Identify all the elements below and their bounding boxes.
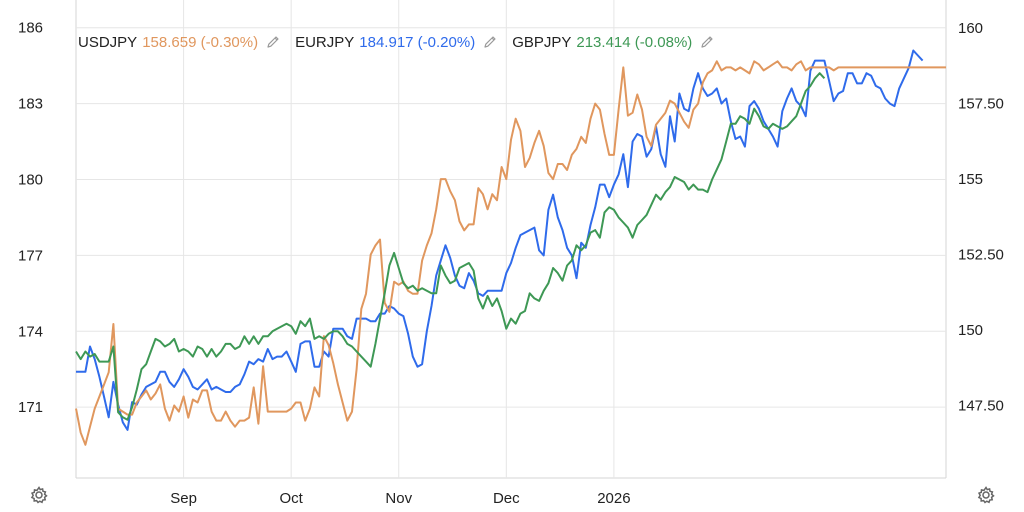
x-tick-label: Dec: [493, 490, 520, 507]
legend-series-value: 184.917 (-0.20%): [359, 33, 476, 51]
x-tick-label: Nov: [385, 490, 412, 507]
right-tick-label: 160: [958, 20, 983, 37]
right-tick-label: 155: [958, 171, 983, 188]
left-tick-label: 186: [18, 20, 43, 37]
left-tick-label: 177: [18, 247, 43, 264]
right-tick-label: 157.50: [958, 96, 1004, 113]
series-line-gbpjpy: [75, 72, 826, 421]
series-line-usdjpy: [75, 60, 946, 446]
legend-item-gbpjpy: GBPJPY 213.414 (-0.08%): [512, 34, 715, 51]
series-lines: [75, 49, 946, 446]
left-tick-label: 180: [18, 171, 43, 188]
legend-item-usdjpy: USDJPY 158.659 (-0.30%): [78, 34, 281, 51]
gear-icon[interactable]: [29, 485, 49, 505]
pencil-icon[interactable]: [265, 34, 281, 50]
gear-icon[interactable]: [976, 485, 996, 505]
right-tick-label: 147.50: [958, 398, 1004, 415]
legend-series-name: USDJPY: [78, 33, 138, 51]
right-tick-label: 152.50: [958, 247, 1004, 264]
legend-series-value: 158.659 (-0.30%): [142, 33, 259, 51]
pencil-icon[interactable]: [482, 34, 498, 50]
pencil-icon[interactable]: [699, 34, 715, 50]
x-tick-label: 2026: [597, 490, 630, 507]
grid-lines: [75, 0, 947, 479]
legend-item-eurjpy: EURJPY 184.917 (-0.20%): [295, 34, 498, 51]
legend: USDJPY 158.659 (-0.30%) EURJPY 184.917 (-0.…: [78, 32, 729, 52]
legend-series-name: GBPJPY: [512, 33, 572, 51]
x-tick-label: Oct: [279, 490, 303, 507]
left-tick-label: 174: [18, 323, 43, 340]
right-tick-label: 150: [958, 322, 983, 339]
x-tick-label: Sep: [170, 490, 197, 507]
legend-series-value: 213.414 (-0.08%): [576, 33, 693, 51]
legend-series-name: EURJPY: [295, 33, 355, 51]
series-line-eurjpy: [76, 49, 924, 431]
left-tick-label: 171: [18, 399, 43, 416]
left-tick-label: 183: [18, 96, 43, 113]
axes: 171 174 177 180 183 186 147.50 150 152.50 155 157.…: [18, 20, 1004, 507]
